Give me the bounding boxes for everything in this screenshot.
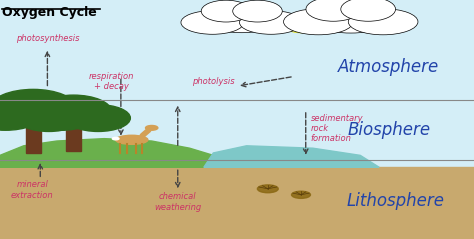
Ellipse shape <box>17 105 81 131</box>
Text: photosynthesis: photosynthesis <box>16 34 79 43</box>
Point <box>97 8 102 11</box>
Ellipse shape <box>25 100 97 130</box>
Ellipse shape <box>257 185 278 193</box>
Ellipse shape <box>283 17 319 33</box>
Ellipse shape <box>341 0 395 21</box>
Ellipse shape <box>239 11 302 34</box>
Ellipse shape <box>146 125 158 130</box>
Text: Atmosphere: Atmosphere <box>338 58 439 76</box>
Ellipse shape <box>112 137 119 140</box>
Text: chemical
weathering: chemical weathering <box>154 192 201 212</box>
Ellipse shape <box>0 100 42 130</box>
Ellipse shape <box>201 0 251 22</box>
Text: sedimentary
rock
formation: sedimentary rock formation <box>310 114 363 143</box>
Polygon shape <box>204 146 379 167</box>
Bar <box>0 167 474 239</box>
Bar <box>66 122 81 151</box>
Text: photolysis: photolysis <box>192 77 235 86</box>
Ellipse shape <box>233 0 282 22</box>
Ellipse shape <box>283 9 353 35</box>
Ellipse shape <box>181 11 244 34</box>
Bar <box>26 120 41 153</box>
Point <box>0 8 5 11</box>
Text: respiration
+ decay: respiration + decay <box>89 72 134 91</box>
Text: Biosphere: Biosphere <box>347 121 430 139</box>
Text: Lithosphere: Lithosphere <box>347 192 445 210</box>
Ellipse shape <box>306 0 395 33</box>
Text: Oxygen Cycle: Oxygen Cycle <box>2 6 97 19</box>
Ellipse shape <box>348 9 418 35</box>
Ellipse shape <box>292 191 310 198</box>
Polygon shape <box>0 139 223 167</box>
Text: mineral
extraction: mineral extraction <box>11 180 54 200</box>
Ellipse shape <box>0 89 76 126</box>
Ellipse shape <box>306 0 361 21</box>
Ellipse shape <box>116 135 148 144</box>
Ellipse shape <box>36 95 111 128</box>
Ellipse shape <box>66 105 130 131</box>
Ellipse shape <box>201 3 282 33</box>
